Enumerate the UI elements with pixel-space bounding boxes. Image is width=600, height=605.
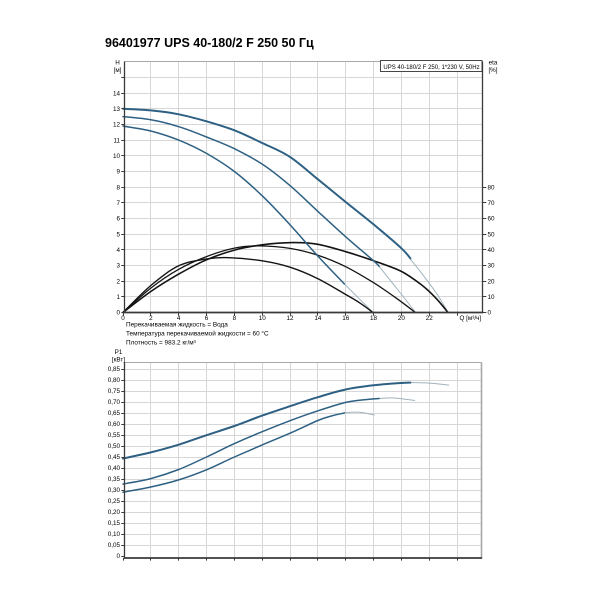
svg-text:4: 4 (116, 247, 120, 254)
svg-text:0,80: 0,80 (108, 377, 121, 384)
svg-text:5: 5 (116, 231, 120, 238)
svg-text:10: 10 (113, 153, 121, 160)
svg-text:0: 0 (116, 310, 120, 317)
svg-text:H: H (115, 60, 120, 67)
svg-text:8: 8 (116, 184, 120, 191)
svg-text:12: 12 (113, 122, 121, 129)
svg-text:20: 20 (398, 315, 406, 322)
svg-text:0,70: 0,70 (108, 399, 121, 406)
svg-text:0,50: 0,50 (108, 443, 121, 450)
svg-text:0,10: 0,10 (108, 531, 121, 538)
svg-text:2: 2 (149, 315, 153, 322)
svg-text:0,65: 0,65 (108, 410, 121, 417)
svg-text:1: 1 (116, 294, 120, 301)
svg-text:12: 12 (287, 315, 295, 322)
svg-text:3: 3 (116, 263, 120, 270)
svg-text:0: 0 (121, 315, 125, 322)
svg-text:14: 14 (113, 90, 121, 97)
svg-text:20: 20 (488, 278, 496, 285)
svg-text:Перекачиваемая жидкость = Вода: Перекачиваемая жидкость = Вода (126, 322, 228, 329)
svg-text:30: 30 (488, 263, 496, 270)
svg-text:P1: P1 (115, 349, 123, 356)
svg-text:16: 16 (342, 315, 350, 322)
svg-text:0,05: 0,05 (108, 542, 121, 549)
svg-text:4: 4 (177, 315, 181, 322)
svg-text:9: 9 (116, 169, 120, 176)
svg-text:0,20: 0,20 (108, 509, 121, 516)
svg-text:8: 8 (233, 315, 237, 322)
svg-text:6: 6 (205, 315, 209, 322)
svg-text:0,45: 0,45 (108, 454, 121, 461)
svg-text:UPS 40-180/2 F 250, 1*230 V, 5: UPS 40-180/2 F 250, 1*230 V, 50Hz (383, 65, 479, 71)
svg-text:13: 13 (113, 106, 121, 113)
svg-text:50: 50 (488, 231, 496, 238)
svg-text:0: 0 (488, 310, 492, 317)
svg-text:60: 60 (488, 216, 496, 223)
svg-text:6: 6 (116, 216, 120, 223)
svg-text:80: 80 (488, 184, 496, 191)
svg-text:7: 7 (116, 200, 120, 207)
svg-text:[м]: [м] (114, 67, 122, 74)
svg-text:[кВт]: [кВт] (112, 357, 125, 364)
svg-text:2: 2 (116, 278, 120, 285)
svg-text:0,85: 0,85 (108, 366, 121, 373)
svg-text:10: 10 (259, 315, 267, 322)
svg-text:0,75: 0,75 (108, 388, 121, 395)
svg-text:70: 70 (488, 200, 496, 207)
svg-text:22: 22 (426, 315, 434, 322)
svg-text:11: 11 (113, 137, 120, 144)
svg-text:0,60: 0,60 (108, 421, 121, 428)
svg-text:0,40: 0,40 (108, 465, 121, 472)
svg-text:0: 0 (116, 553, 120, 560)
svg-text:0,35: 0,35 (108, 476, 121, 483)
svg-text:0,30: 0,30 (108, 487, 121, 494)
svg-text:10: 10 (488, 294, 496, 301)
svg-text:Плотность = 983.2 кг/м³: Плотность = 983.2 кг/м³ (126, 340, 196, 347)
svg-text:[%]: [%] (488, 67, 497, 74)
svg-text:0,25: 0,25 (108, 498, 121, 505)
svg-text:40: 40 (488, 247, 496, 254)
svg-text:14: 14 (314, 315, 322, 322)
svg-text:0,55: 0,55 (108, 432, 121, 439)
svg-text:96401977 UPS 40-180/2 F 250 50: 96401977 UPS 40-180/2 F 250 50 Гц (105, 36, 314, 50)
svg-text:eta: eta (489, 60, 498, 67)
svg-text:Q [м³/ч]: Q [м³/ч] (460, 315, 482, 322)
svg-text:0,15: 0,15 (108, 520, 121, 527)
svg-text:18: 18 (370, 315, 378, 322)
svg-text:Температура перекачиваемой жид: Температура перекачиваемой жидкости = 60… (126, 330, 269, 338)
